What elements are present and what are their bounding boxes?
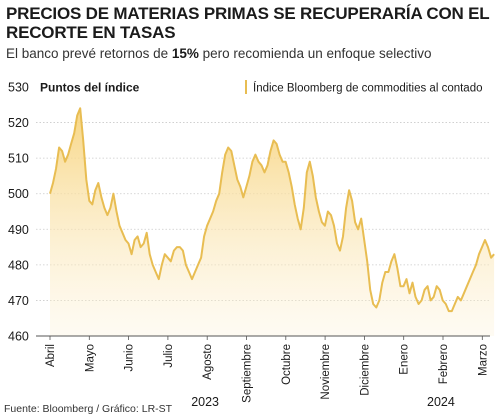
y-tick-label: 470 [8, 294, 29, 308]
x-tick-label-abril: Abril [45, 344, 57, 367]
y-tick-label: 510 [8, 152, 29, 166]
y-axis-label: Puntos del índice [40, 81, 140, 95]
x-tick-label-diciembre: Diciembre [359, 344, 371, 396]
y-tick-label: 480 [8, 258, 29, 272]
subtitle-text-before: El banco prevé retornos de [6, 46, 172, 61]
year-label-2024: 2024 [427, 395, 455, 409]
x-tick-label-octubre: Octubre [281, 344, 293, 385]
subtitle-text-after: pero recomienda un enfoque selectivo [198, 46, 432, 61]
chart-subtitle: El banco prevé retornos de 15% pero reco… [6, 46, 496, 62]
y-tick-label: 530 [8, 81, 29, 95]
x-tick-label-julio: Julio [163, 344, 175, 368]
legend-label: Índice Bloomberg de commodities al conta… [253, 82, 483, 95]
source-note: Fuente: Bloomberg / Gráfico: LR-ST [4, 403, 173, 415]
series-area-fill [50, 108, 495, 336]
x-tick-label-enero: Enero [399, 344, 411, 375]
series-line [49, 107, 495, 313]
x-tick-label-junio: Junio [124, 344, 136, 372]
x-tick-label-noviembre: Noviembre [320, 344, 332, 400]
y-tick-label: 520 [8, 116, 29, 130]
year-label-2023: 2023 [191, 395, 219, 409]
x-tick-label-agosto: Agosto [202, 344, 214, 380]
x-tick-label-mayo: Mayo [84, 344, 96, 372]
y-tick-label: 490 [8, 223, 29, 237]
chart-title: PRECIOS DE MATERIAS PRIMAS SE RECUPERARÍ… [6, 4, 490, 42]
subtitle-highlight: 15% [171, 46, 199, 61]
x-tick-label-septiembre: Septiembre [242, 344, 254, 403]
x-tick-label-febrero: Febrero [438, 344, 450, 384]
x-tick-label-marzo: Marzo [477, 344, 489, 376]
y-tick-label: 500 [8, 187, 29, 201]
y-tick-label: 460 [8, 330, 29, 344]
